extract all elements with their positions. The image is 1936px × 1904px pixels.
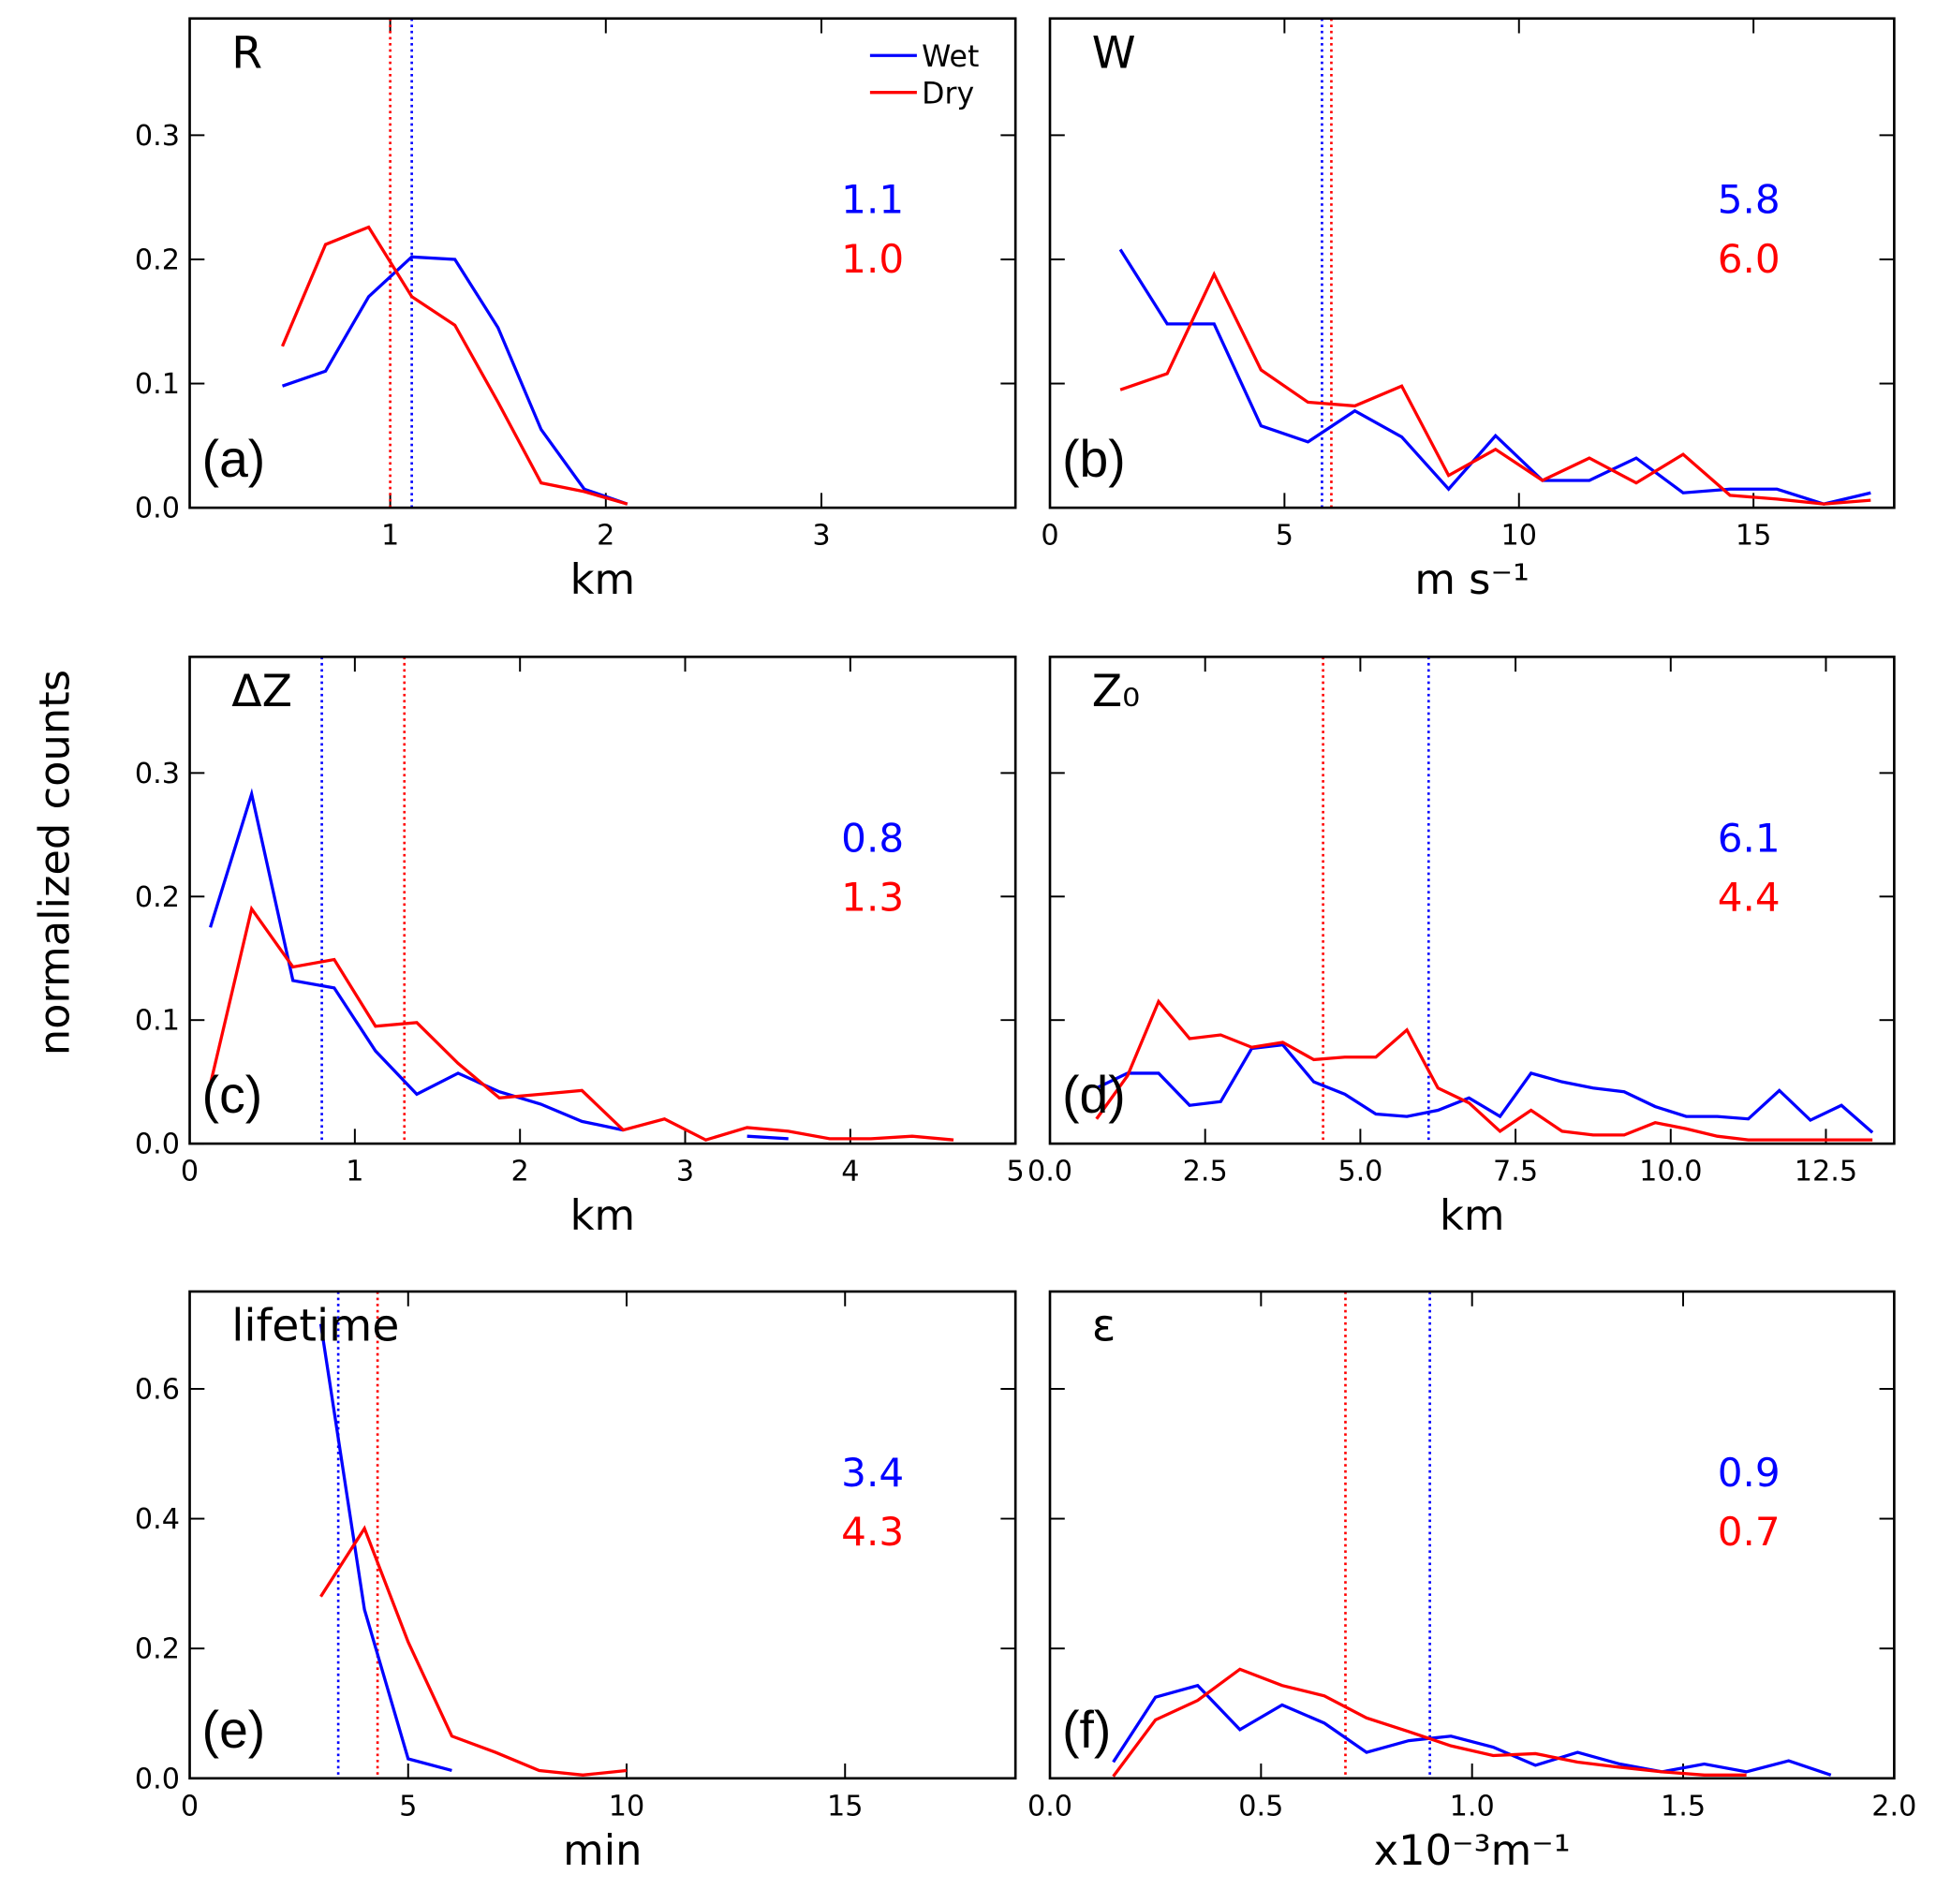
series-line <box>1112 1667 1747 1778</box>
x-tick-label: 5 <box>1007 1156 1025 1188</box>
mean-label: 1.0 <box>841 236 904 282</box>
panel-label: (a) <box>202 430 266 488</box>
mean-label: 5.8 <box>1718 177 1781 223</box>
x-tick-label: 2.5 <box>1183 1156 1228 1188</box>
x-tick-label: 3 <box>812 520 830 553</box>
series-line <box>281 255 628 506</box>
series-line <box>1096 1042 1874 1134</box>
x-tick-label: 2.0 <box>1871 1790 1916 1823</box>
panel-title: R <box>231 27 262 79</box>
mean-label: 6.0 <box>1718 236 1781 282</box>
plot-frame <box>1048 17 1896 509</box>
x-tick-label: 15 <box>827 1790 864 1823</box>
y-axis-label: normalized counts <box>30 670 80 1055</box>
x-tick-label: 0.5 <box>1238 1790 1283 1823</box>
panel-title: lifetime <box>231 1301 399 1352</box>
plot-frame <box>188 1290 1017 1780</box>
panel-title: ε <box>1092 1301 1116 1352</box>
series-line <box>209 788 789 1141</box>
x-axis-label: x10⁻³m⁻¹ <box>1374 1825 1571 1875</box>
mean-label: 4.4 <box>1718 874 1781 920</box>
y-tick-label: 0.4 <box>135 1503 180 1536</box>
x-axis-label: km <box>570 1190 635 1240</box>
mean-label: 1.3 <box>841 874 904 920</box>
panel: 0.0 0.5 1.0 1.5 2.0 0.9 0.7 ε (f) x10⁻³m⁻¹ <box>1027 1290 1916 1875</box>
y-tick-label: 0.3 <box>135 120 180 153</box>
panel-title: W <box>1092 27 1136 79</box>
y-tick-label: 0.3 <box>135 758 180 790</box>
mean-label: 4.3 <box>841 1509 904 1555</box>
legend-label: Dry <box>922 78 974 111</box>
panel: 0 1 2 3 4 5 0.0 0.1 0.2 0.3 0.8 1.3 ΔZ (c) km <box>135 656 1025 1240</box>
x-tick-label: 10 <box>609 1790 645 1823</box>
series-line <box>1112 1683 1832 1777</box>
series-line <box>281 225 628 506</box>
x-tick-label: 7.5 <box>1493 1156 1538 1188</box>
x-tick-label: 5 <box>1276 520 1293 553</box>
x-tick-label: 1.0 <box>1450 1790 1495 1823</box>
x-tick-label: 5.0 <box>1337 1156 1382 1188</box>
x-tick-label: 0.0 <box>1027 1156 1072 1188</box>
y-tick-label: 0.2 <box>135 1633 180 1666</box>
x-tick-label: 10.0 <box>1639 1156 1702 1188</box>
series-line <box>1095 998 1873 1142</box>
x-tick-label: 1.5 <box>1661 1790 1706 1823</box>
y-tick-label: 0.6 <box>135 1373 180 1406</box>
y-tick-label: 0.0 <box>135 1129 180 1161</box>
plot-frame <box>188 656 1017 1145</box>
x-tick-label: 4 <box>841 1156 859 1188</box>
y-tick-label: 0.1 <box>135 368 180 401</box>
mean-label: 0.9 <box>1718 1450 1781 1496</box>
mean-label: 6.1 <box>1718 815 1781 861</box>
panel: 0 5 10 15 5.8 6.0 W (b) m s⁻¹ <box>1041 17 1896 604</box>
x-tick-label: 1 <box>346 1156 363 1188</box>
panel: 0.0 2.5 5.0 7.5 10.0 12.5 6.1 4.4 Z₀ (d) km <box>1027 656 1896 1240</box>
series-line <box>1119 271 1871 506</box>
legend-label: Wet <box>922 40 979 74</box>
x-tick-label: 2 <box>597 520 614 553</box>
panel-label: (b) <box>1062 430 1126 488</box>
panel-title: ΔZ <box>231 666 292 717</box>
plot-frame <box>1048 1290 1896 1780</box>
mean-label: 3.4 <box>841 1450 904 1496</box>
series-line <box>318 1323 452 1773</box>
mean-label: 0.7 <box>1718 1509 1781 1555</box>
panel: 1 2 3 0.0 0.1 0.2 0.3 1.1 1.0 R (a) km Wet Dry <box>135 17 1017 604</box>
x-tick-label: 5 <box>399 1790 417 1823</box>
series-line <box>319 1525 628 1777</box>
plot-frame <box>1048 656 1896 1145</box>
panel-label: (e) <box>202 1701 266 1759</box>
panel-label: (f) <box>1062 1701 1111 1759</box>
plot-frame <box>188 17 1017 509</box>
y-tick-label: 0.1 <box>135 1005 180 1038</box>
y-tick-label: 0.2 <box>135 244 180 276</box>
x-tick-label: 3 <box>676 1156 694 1188</box>
mean-label: 1.1 <box>841 177 904 223</box>
x-tick-label: 10 <box>1501 520 1538 553</box>
mean-label: 0.8 <box>841 815 904 861</box>
y-tick-label: 0.0 <box>135 1763 180 1795</box>
x-tick-label: 2 <box>511 1156 529 1188</box>
x-axis-label: min <box>563 1825 642 1875</box>
panel-title: Z₀ <box>1092 666 1140 717</box>
panel: 0 5 10 15 0.0 0.2 0.4 0.6 3.4 4.3 lifetime (e) min <box>135 1290 1017 1875</box>
x-tick-label: 0 <box>1041 520 1058 553</box>
x-tick-label: 0.0 <box>1027 1790 1072 1823</box>
series-line <box>208 905 954 1142</box>
x-axis-label: km <box>570 554 635 604</box>
x-tick-label: 0 <box>181 1156 199 1188</box>
x-axis-label: m s⁻¹ <box>1414 554 1530 604</box>
x-tick-label: 15 <box>1736 520 1772 553</box>
y-tick-label: 0.0 <box>135 493 180 525</box>
panel-label: (c) <box>202 1066 262 1124</box>
series-line <box>1118 248 1871 506</box>
x-axis-label: km <box>1440 1190 1504 1240</box>
x-tick-label: 0 <box>181 1790 199 1823</box>
y-tick-label: 0.2 <box>135 881 180 914</box>
panel-label: (d) <box>1062 1066 1126 1124</box>
x-tick-label: 1 <box>381 520 399 553</box>
x-tick-label: 12.5 <box>1795 1156 1857 1188</box>
